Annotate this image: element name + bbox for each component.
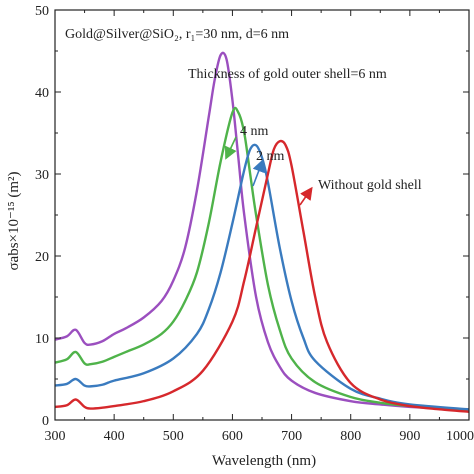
y-tick-label: 30 [35,168,49,183]
annotation-6nm: Thickness of gold outer shell=6 nm [188,67,387,82]
annotation-2nm: 2 nm [256,149,285,164]
arrow-without-gold-shell [299,186,313,206]
x-tick-label: 300 [45,429,66,444]
arrow-2nm [252,159,265,187]
x-tick-label: 800 [340,429,361,444]
axes-layer: 300 400 500 600 700 800 900 1000 0 10 20 30 40 50 [35,4,474,444]
annotation-4nm: 4 nm [240,124,269,139]
arrow-4nm [224,136,237,160]
y-tick-label: 20 [35,250,49,265]
series-layer [54,51,470,413]
chart-title: Gold@Silver@SiO₂, r₁=30 nm, d=6 nm [65,27,289,42]
x-tick-label: 400 [104,429,125,444]
x-axis-title: Wavelength (nm) [212,453,316,469]
series-line-3 [54,139,470,413]
x-tick-label: 500 [163,429,184,444]
y-tick-label: 10 [35,332,49,347]
y-tick-label: 50 [35,4,49,19]
y-axis-title: σabs×10⁻¹⁵ (m²) [6,171,22,270]
x-tick-label: 600 [222,429,243,444]
annotation-without-gold-shell: Without gold shell [318,178,422,193]
series-line-2 [54,143,470,411]
series-line-1 [54,106,470,412]
x-tick-label: 700 [281,429,302,444]
x-tick-label: 1000 [446,429,474,444]
series-line-0 [54,51,470,412]
y-tick-label: 0 [42,414,49,429]
y-tick-label: 40 [35,86,49,101]
x-tick-label: 900 [399,429,420,444]
